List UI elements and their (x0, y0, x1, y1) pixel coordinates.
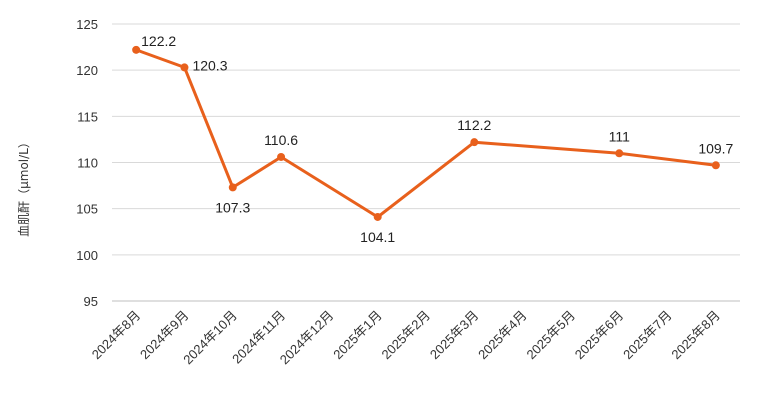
data-label: 120.3 (192, 57, 227, 73)
y-tick-label: 120 (76, 63, 98, 78)
x-tick-label: 2025年4月 (475, 308, 530, 363)
data-label: 104.1 (360, 229, 395, 245)
data-label: 110.6 (264, 132, 298, 148)
y-tick-label: 100 (76, 248, 98, 263)
data-point (132, 45, 141, 54)
x-tick-label: 2024年8月 (89, 308, 144, 363)
y-tick-label: 110 (77, 156, 98, 171)
x-tick-label: 2025年5月 (523, 308, 578, 363)
data-point (277, 152, 286, 161)
x-tick-label: 2025年2月 (379, 308, 434, 363)
data-labels: 122.2 120.3 107.3 110.6 104.1 112.2 111 109.7 (141, 33, 733, 245)
data-point (615, 149, 624, 158)
y-tick-label: 105 (76, 202, 98, 217)
x-tick-label: 2025年1月 (330, 308, 385, 363)
data-point (470, 138, 479, 147)
x-tick-label: 2025年8月 (668, 308, 723, 363)
x-tick-label: 2025年7月 (620, 308, 675, 363)
data-point (373, 212, 382, 221)
x-tick-label: 2025年3月 (427, 308, 482, 363)
data-label: 111 (609, 128, 630, 144)
y-tick-label: 125 (76, 17, 98, 32)
x-axis-ticks: 2024年8月2024年9月2024年10月2024年11月2024年12月20… (89, 308, 723, 368)
x-tick-label: 2025年6月 (572, 308, 627, 363)
series-line (134, 48, 718, 219)
gridlines (112, 23, 740, 302)
data-label: 107.3 (215, 199, 250, 215)
data-point (711, 161, 720, 170)
data-label: 112.2 (457, 117, 491, 133)
y-axis-ticks: 95 100 105 110 115 120 125 (76, 17, 98, 309)
y-tick-label: 115 (77, 109, 98, 124)
data-points (132, 45, 720, 221)
y-axis-title: 血肌酐（μmol/L） (17, 136, 31, 237)
data-label: 109.7 (698, 140, 733, 156)
data-point (228, 183, 237, 192)
y-tick-label: 95 (84, 294, 98, 309)
series-line-path (134, 48, 718, 219)
data-point (180, 63, 189, 72)
data-label: 122.2 (141, 33, 176, 49)
